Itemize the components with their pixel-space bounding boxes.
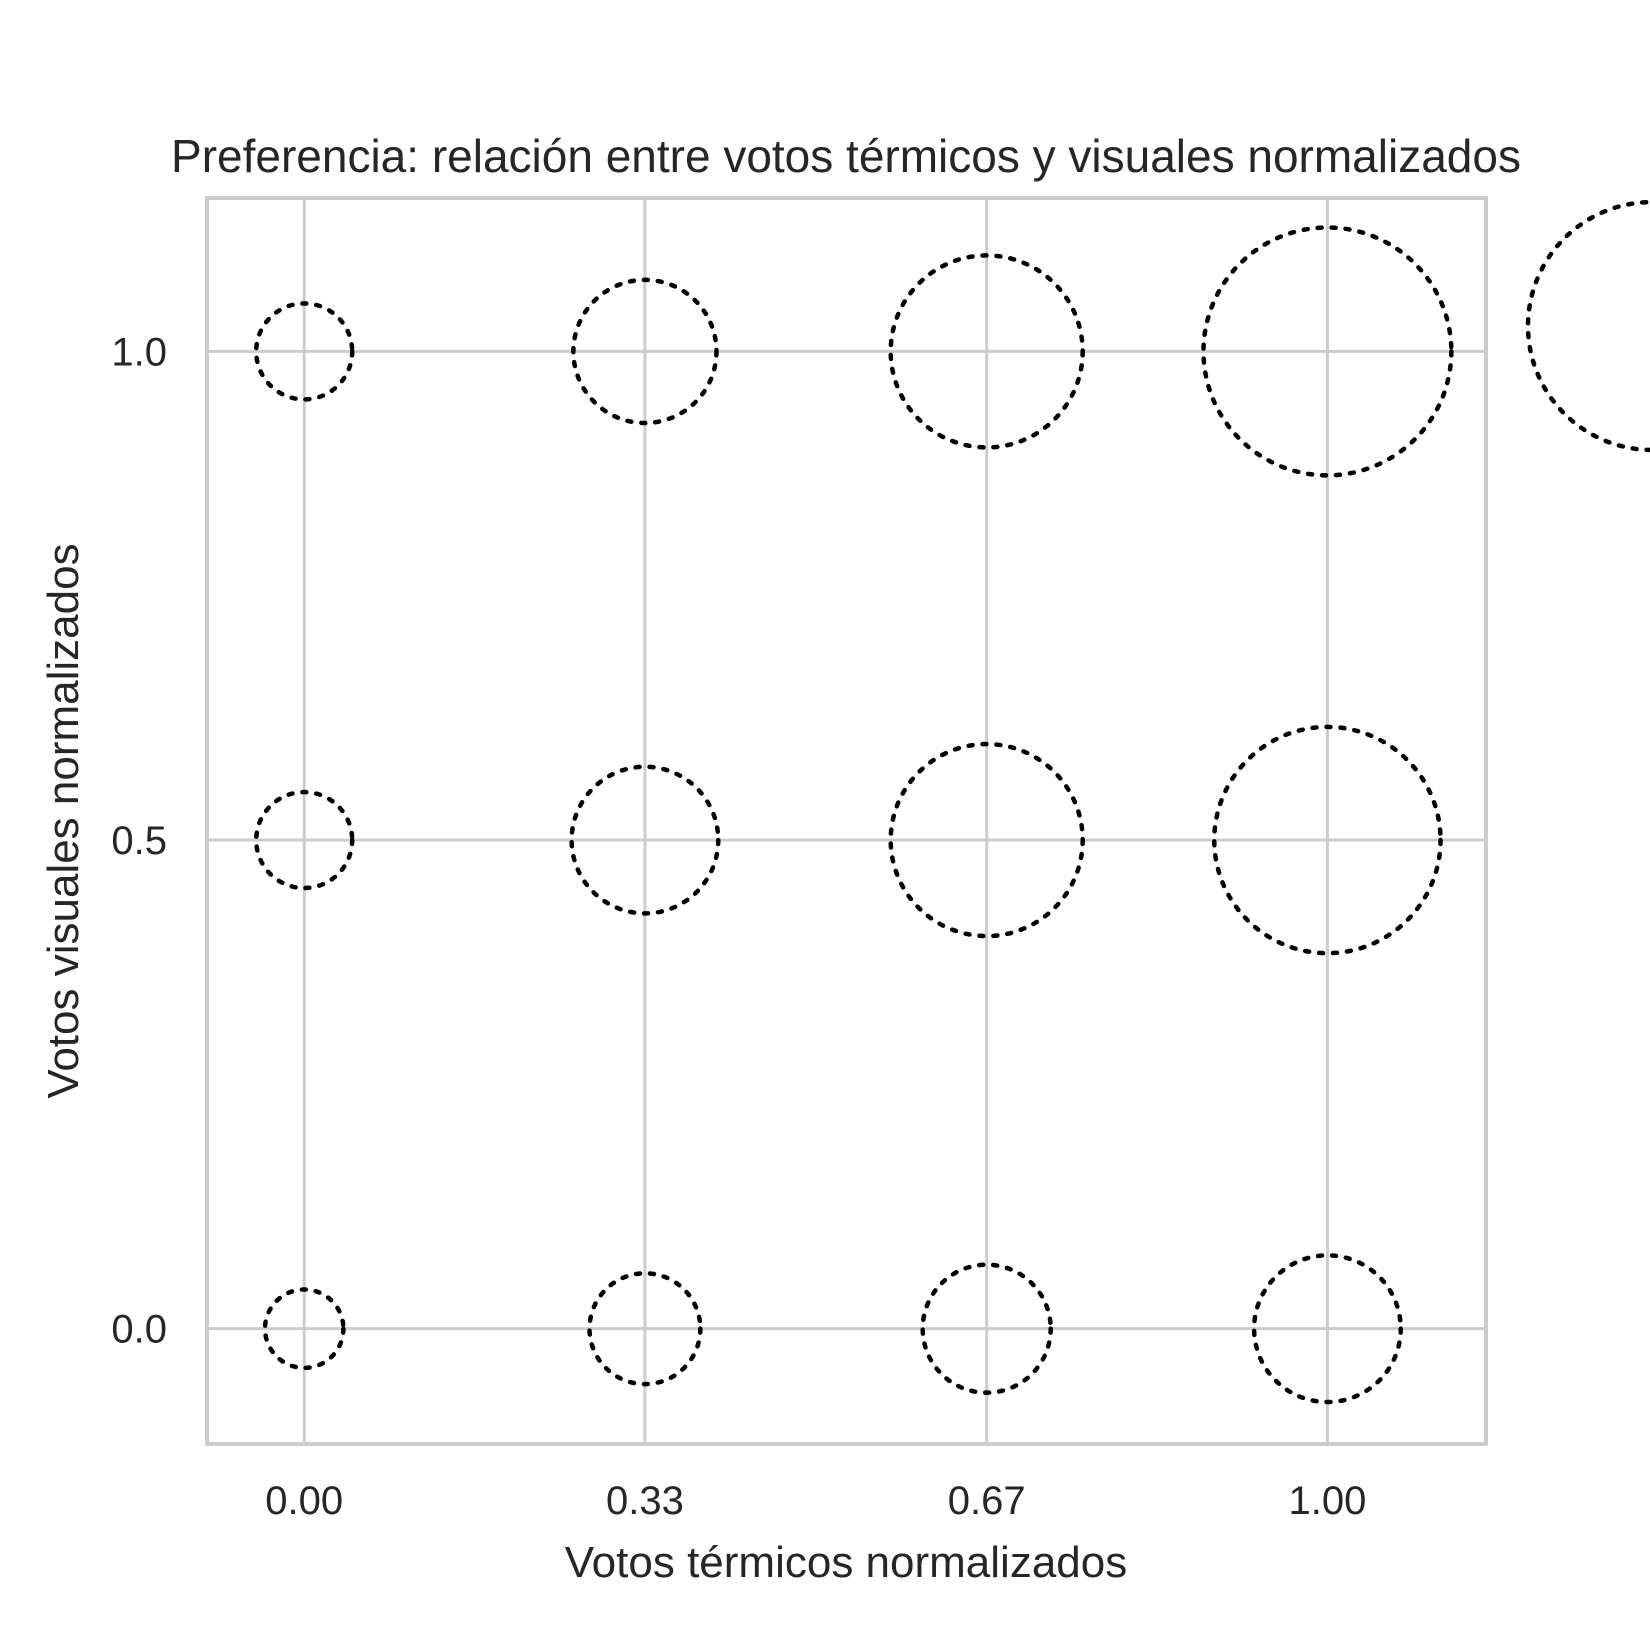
plot-frame — [205, 196, 1488, 1446]
y-tick-label: 1.0 — [111, 330, 167, 374]
data-point — [1201, 225, 1454, 478]
data-point — [262, 1287, 346, 1371]
data-points — [253, 225, 1454, 1405]
legend-marker — [1525, 199, 1650, 453]
data-point — [1212, 724, 1443, 956]
x-tick-label: 1.00 — [1288, 1479, 1366, 1523]
chart-title: Preferencia: relación entre votos térmic… — [171, 130, 1521, 182]
y-axis-label: Votos visuales normalizados — [39, 543, 88, 1098]
x-axis-label: Votos térmicos normalizados — [565, 1538, 1127, 1587]
legend — [1525, 199, 1650, 453]
data-point — [569, 764, 721, 916]
data-point — [253, 301, 355, 402]
data-point — [888, 741, 1085, 939]
y-tick-label: 0.0 — [111, 1308, 167, 1352]
x-tick-labels: 0.00 0.33 0.67 1.00 — [265, 1479, 1366, 1523]
x-tick-label: 0.67 — [948, 1479, 1026, 1523]
y-tick-labels: 0.0 0.5 1.0 — [111, 330, 167, 1351]
y-tick-label: 0.5 — [111, 819, 167, 863]
data-point — [587, 1271, 703, 1387]
data-point — [888, 253, 1085, 450]
x-tick-label: 0.00 — [265, 1479, 343, 1523]
data-point — [571, 277, 719, 426]
data-point — [253, 789, 355, 891]
x-tick-label: 0.33 — [606, 1479, 684, 1523]
data-point — [920, 1262, 1053, 1395]
grid-lines — [207, 198, 1486, 1444]
data-point — [1251, 1253, 1403, 1405]
